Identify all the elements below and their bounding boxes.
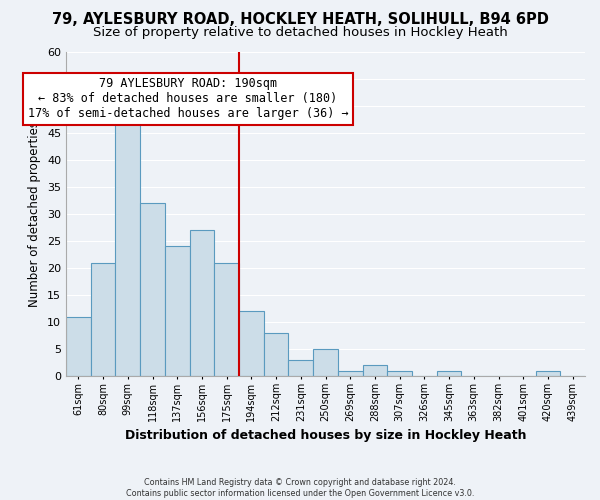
Bar (362, 366, 388, 376)
Text: 79, AYLESBURY ROAD, HOCKLEY HEATH, SOLIHULL, B94 6PD: 79, AYLESBURY ROAD, HOCKLEY HEATH, SOLIH… (52, 12, 548, 28)
Bar (190, 230, 214, 376)
Text: Contains HM Land Registry data © Crown copyright and database right 2024.
Contai: Contains HM Land Registry data © Crown c… (126, 478, 474, 498)
Bar (66, 316, 91, 376)
Bar (115, 122, 140, 376)
Bar (165, 246, 190, 376)
Text: 79 AYLESBURY ROAD: 190sqm
← 83% of detached houses are smaller (180)
17% of semi: 79 AYLESBURY ROAD: 190sqm ← 83% of detac… (28, 78, 349, 120)
Bar (313, 349, 338, 376)
Bar (289, 360, 313, 376)
Bar (239, 312, 264, 376)
Bar (140, 203, 165, 376)
Y-axis label: Number of detached properties: Number of detached properties (28, 121, 41, 307)
X-axis label: Distribution of detached houses by size in Hockley Heath: Distribution of detached houses by size … (125, 430, 526, 442)
Text: Size of property relative to detached houses in Hockley Heath: Size of property relative to detached ho… (92, 26, 508, 39)
Bar (437, 371, 461, 376)
Bar (338, 371, 362, 376)
Bar (388, 371, 412, 376)
Bar (214, 262, 239, 376)
Bar (264, 333, 289, 376)
Bar (536, 371, 560, 376)
Bar (91, 262, 115, 376)
